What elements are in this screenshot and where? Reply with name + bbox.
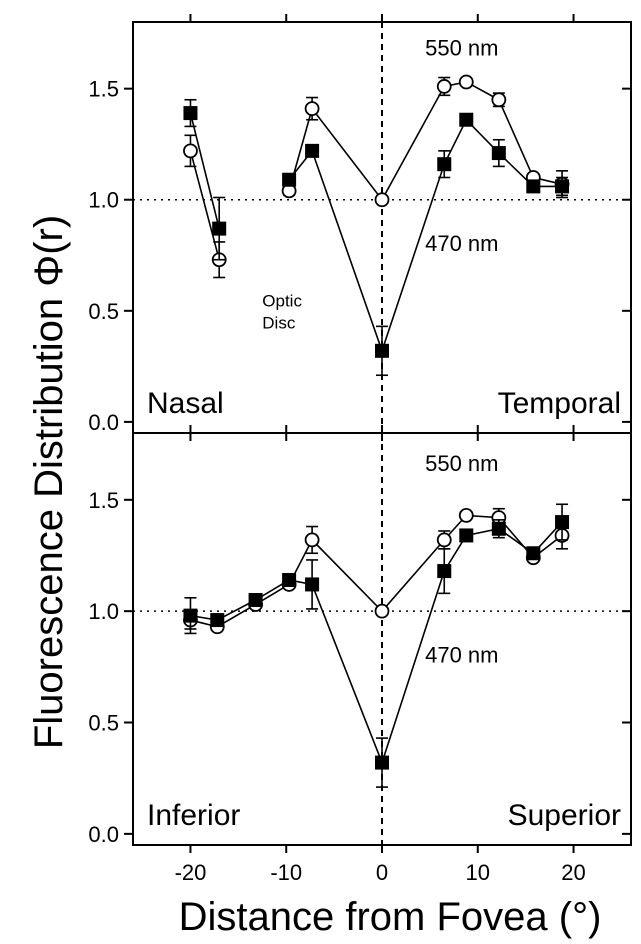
data-point-circle	[491, 92, 507, 108]
series-annotation: 470 nm	[425, 642, 498, 667]
data-point-square	[555, 515, 570, 530]
y-tick-label: 0.0	[88, 410, 119, 435]
region-label-right: Superior	[508, 799, 621, 832]
chart-panels: 0.0 0.5 1.0 1.5 Nasal Temporal 550 nm 470 nm Opt…	[88, 14, 632, 853]
series-line	[190, 521, 563, 765]
data-point-circle	[374, 603, 390, 619]
x-tick-label: 0	[376, 860, 388, 885]
data-point-circle	[436, 532, 452, 548]
data-point-square	[212, 221, 227, 236]
data-point-square	[305, 143, 320, 158]
data-point-square	[459, 528, 474, 543]
data-point-circle	[304, 101, 320, 117]
data-point-circle	[374, 192, 390, 208]
data-point-square	[210, 613, 225, 628]
data-point-circle	[304, 532, 320, 548]
data-point-circle	[436, 79, 452, 94]
y-tick-label: 0.5	[88, 711, 119, 736]
series-annotation: 550 nm	[425, 35, 498, 60]
data-point-square	[437, 157, 452, 172]
data-point-square	[459, 112, 474, 127]
optic-disc-label: Optic	[262, 291, 302, 310]
series-470-nm	[183, 503, 570, 788]
optic-disc-label: Disc	[262, 314, 296, 333]
data-point-square	[248, 593, 263, 608]
data-point-square	[491, 521, 506, 536]
y-tick-label: 1.0	[88, 188, 119, 213]
data-point-square	[526, 179, 541, 194]
series-550-nm	[183, 507, 570, 635]
region-label-left: Inferior	[147, 799, 240, 832]
y-tick-label: 0.5	[88, 299, 119, 324]
data-point-square	[183, 608, 198, 623]
x-tick-label: -20	[175, 860, 207, 885]
y-axis-title: Fluorescence Distribution Φ(r)	[27, 215, 71, 749]
data-point-square	[437, 564, 452, 579]
x-tick-label: 20	[561, 860, 585, 885]
data-point-square	[183, 106, 198, 121]
data-point-square	[375, 755, 389, 770]
series-line	[189, 112, 220, 229]
series-annotation: 470 nm	[425, 231, 498, 256]
y-tick-label: 0.0	[88, 822, 119, 847]
panel-nasal-temporal: 0.0 0.5 1.0 1.5 Nasal Temporal 550 nm 470 nm Opt…	[88, 14, 632, 441]
data-point-square	[491, 146, 506, 161]
data-point-square	[282, 172, 297, 187]
series-470-nm	[183, 98, 570, 377]
series-line	[288, 81, 563, 202]
y-tick-label: 1.5	[88, 488, 119, 513]
x-tick-label: -10	[270, 860, 302, 885]
data-point-circle	[183, 143, 198, 159]
x-axis-tick-labels: -20 -10 0 10 20	[175, 860, 586, 885]
region-label-left: Nasal	[147, 387, 224, 420]
data-point-circle	[458, 508, 474, 523]
series-550-nm	[183, 74, 570, 279]
series-annotation: 550 nm	[425, 451, 498, 476]
x-axis-title: Distance from Fovea (°)	[179, 895, 602, 939]
y-tick-label: 1.0	[88, 599, 119, 624]
region-label-right: Temporal	[498, 387, 621, 420]
y-tick-label: 1.5	[88, 77, 119, 102]
panel-inferior-superior: 0.0 0.5 1.0 1.5 Inferior Superior 550 nm 470 nm	[88, 425, 632, 853]
x-tick-label: 10	[466, 860, 490, 885]
data-point-square	[526, 546, 541, 561]
data-point-square	[305, 577, 320, 592]
data-point-square	[555, 179, 570, 194]
data-point-square	[375, 343, 389, 358]
data-point-circle	[458, 74, 474, 90]
data-point-square	[282, 572, 297, 587]
